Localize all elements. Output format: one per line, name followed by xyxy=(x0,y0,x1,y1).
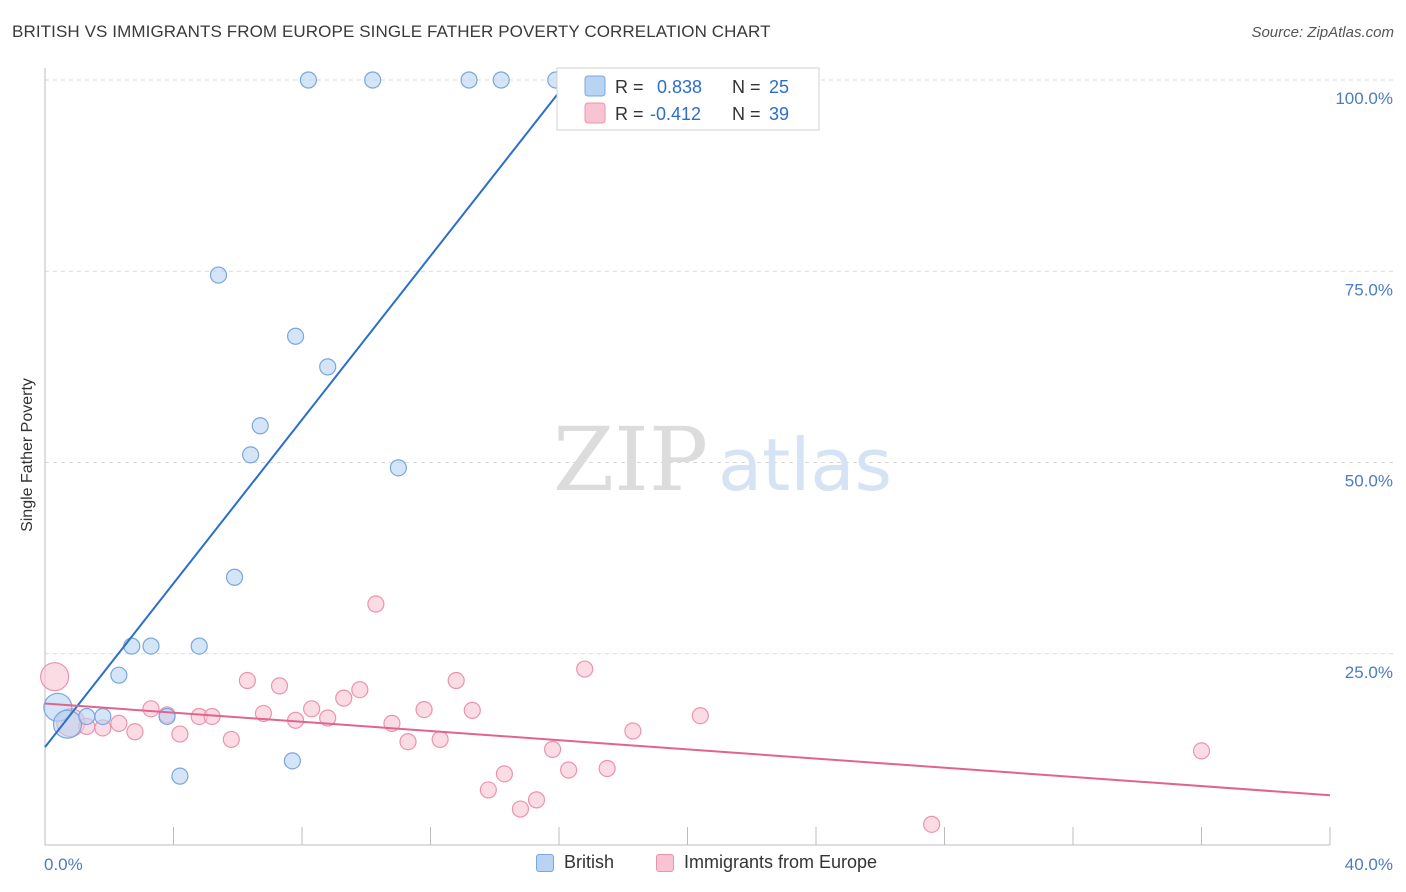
bottom-legend-europe-label: Immigrants from Europe xyxy=(684,852,878,872)
europe-point-12 xyxy=(238,671,256,690)
british-point-19 xyxy=(389,459,407,477)
europe-point-20 xyxy=(367,595,385,613)
watermark-zip: ZIP xyxy=(553,408,708,511)
europe-point-14 xyxy=(270,677,289,695)
europe-point-5 xyxy=(126,723,144,741)
british-point-2 xyxy=(78,707,96,726)
europe-point-31 xyxy=(543,740,562,758)
europe-point-34 xyxy=(598,759,616,778)
legend-europe-n-value: 39 xyxy=(769,104,789,124)
chart-title: BRITISH VS IMMIGRANTS FROM EUROPE SINGLE… xyxy=(12,22,771,41)
europe-trend-line xyxy=(44,702,1331,797)
legend-europe-r-label: R = xyxy=(615,104,644,124)
british-point-3 xyxy=(94,707,112,726)
british-point-4 xyxy=(110,666,128,684)
europe-point-38 xyxy=(1192,742,1211,760)
europe-point-22 xyxy=(399,733,417,751)
bottom-legend-british-swatch xyxy=(536,853,554,872)
europe-point-8 xyxy=(171,725,189,743)
legend-british-swatch xyxy=(584,75,606,97)
british-point-8 xyxy=(171,767,189,785)
source-label: Source: ZipAtlas.com xyxy=(1251,24,1394,41)
europe-point-18 xyxy=(335,689,353,707)
x-tick-label-min: 0.0% xyxy=(44,855,83,874)
europe-point-16 xyxy=(303,700,321,718)
legend-british-r-label: R = xyxy=(615,77,644,97)
british-point-10 xyxy=(209,266,228,284)
europe-point-28 xyxy=(495,765,513,783)
british-point-11 xyxy=(225,568,244,586)
legend-box: R = 0.838 N = 25 R = -0.412 N = 39 xyxy=(556,67,820,131)
legend-british-n-label: N = xyxy=(732,77,761,97)
british-point-5 xyxy=(123,637,141,655)
y-tick-label-50: 50.0% xyxy=(1345,472,1393,491)
europe-point-32 xyxy=(560,761,578,779)
europe-point-33 xyxy=(576,660,594,678)
europe-point-29 xyxy=(511,800,530,818)
legend-british-r-value: 0.838 xyxy=(657,77,702,97)
watermark: ZIP atlas xyxy=(553,408,892,511)
british-point-13 xyxy=(251,417,269,435)
data-points xyxy=(40,71,1211,833)
x-tick-label-max: 40.0% xyxy=(1345,855,1393,874)
tick-labels: 25.0% 50.0% 75.0% 100.0% 0.0% 40.0% xyxy=(44,89,1393,874)
europe-point-13 xyxy=(254,704,273,723)
bottom-legend-british-label: British xyxy=(564,852,615,872)
british-point-14 xyxy=(283,752,301,770)
europe-point-36 xyxy=(691,707,709,725)
watermark-atlas: atlas xyxy=(718,423,892,507)
bottom-legend-british: British xyxy=(536,852,614,873)
axes xyxy=(44,68,1330,846)
british-point-6 xyxy=(142,637,160,655)
bottom-legend: British Immigrants from Europe xyxy=(0,852,1406,876)
europe-point-6 xyxy=(142,700,160,718)
legend-europe-swatch xyxy=(584,102,606,124)
british-point-21 xyxy=(492,71,510,89)
europe-point-19 xyxy=(351,681,369,699)
bottom-legend-europe: Immigrants from Europe xyxy=(656,852,877,873)
british-point-17 xyxy=(319,358,337,376)
british-point-15 xyxy=(286,327,305,345)
british-point-20 xyxy=(460,71,478,89)
bottom-legend-europe-swatch xyxy=(656,853,674,872)
europe-point-25 xyxy=(447,671,465,690)
british-point-12 xyxy=(242,446,260,464)
british-trend-line xyxy=(44,79,570,748)
legend-british-n-value: 25 xyxy=(769,77,789,97)
british-point-9 xyxy=(190,637,208,655)
british-point-1 xyxy=(52,709,83,739)
y-tick-label-75: 75.0% xyxy=(1345,280,1393,299)
europe-point-23 xyxy=(415,700,433,719)
british-point-18 xyxy=(364,71,382,89)
europe-point-4 xyxy=(110,714,128,732)
europe-point-27 xyxy=(479,781,497,799)
europe-point-26 xyxy=(463,701,481,719)
trend-lines xyxy=(44,79,1331,797)
europe-point-17 xyxy=(319,709,337,727)
y-tick-label-25: 25.0% xyxy=(1345,663,1393,682)
legend-europe-r-value: -0.412 xyxy=(650,104,701,124)
europe-point-11 xyxy=(222,730,240,749)
british-point-16 xyxy=(299,71,318,89)
legend-europe-n-label: N = xyxy=(732,104,761,124)
europe-point-0 xyxy=(40,662,70,692)
europe-point-24 xyxy=(431,730,449,749)
y-tick-label-100: 100.0% xyxy=(1335,89,1393,108)
europe-point-35 xyxy=(624,722,642,740)
europe-point-37 xyxy=(923,815,941,833)
europe-point-30 xyxy=(527,791,546,809)
